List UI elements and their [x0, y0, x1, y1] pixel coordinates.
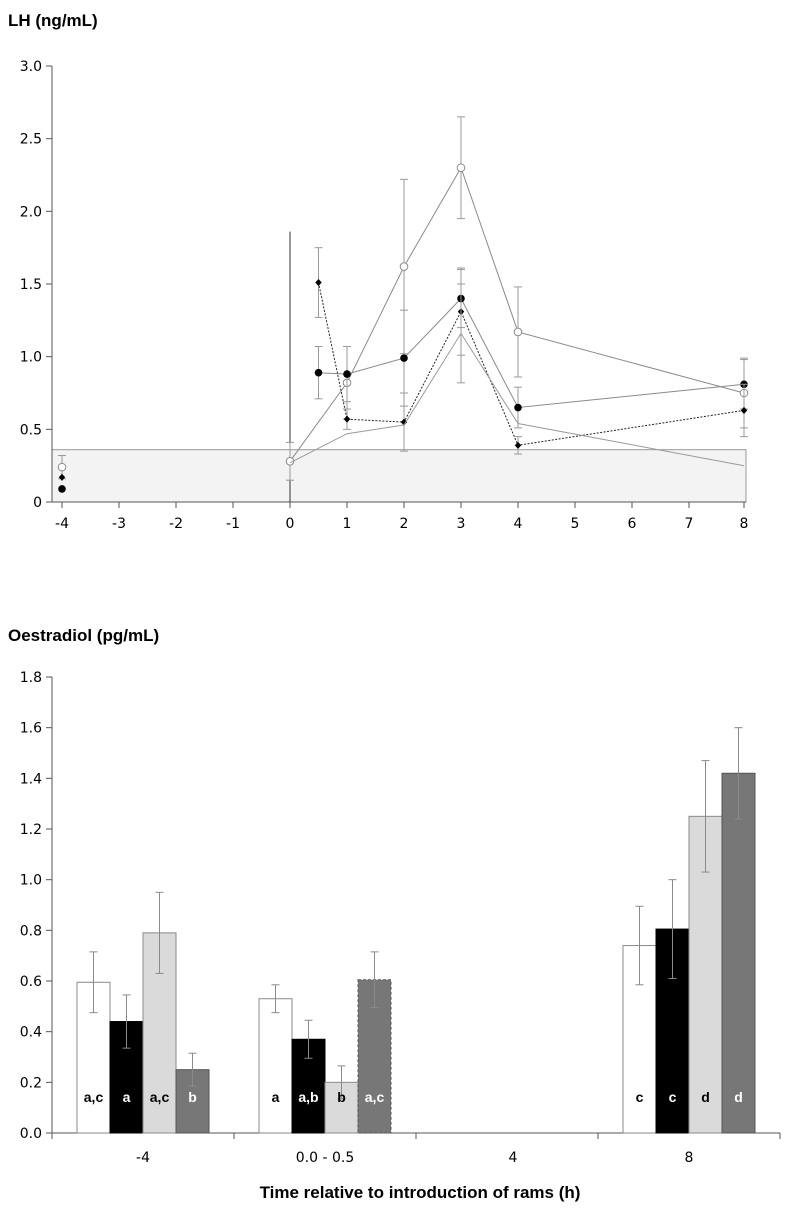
oestradiol-bar-group: a,b [291, 1019, 326, 1134]
lh-y-tick-label: 2.5 [20, 132, 42, 148]
lh-point-filled-circle [58, 485, 66, 493]
oestradiol-y-ticks: 0.0 0.2 0.4 0.6 0.8 1.0 1.2 1.4 1.6 1.8 [20, 670, 52, 1142]
lh-point-open-circle [513, 327, 523, 337]
lh-series-layer [57, 116, 749, 493]
oestradiol-bar-group: a,c [76, 951, 111, 1134]
lh-y-tick-label: 3.0 [20, 59, 42, 75]
oestradiol-y-tick-label: 1.4 [20, 771, 42, 787]
lh-point-open-circle [456, 163, 466, 173]
lh-x-tick-label: 7 [685, 516, 694, 532]
oestradiol-bar-significance-label: d [701, 1089, 710, 1105]
lh-point-filled-circle [314, 368, 323, 377]
lh-x-tick-label: 4 [514, 516, 523, 532]
oestradiol-bar-significance-label: c [669, 1089, 677, 1105]
oestradiol-x-tick-label: 8 [685, 1150, 694, 1166]
oestradiol-y-tick-label: 0.8 [20, 923, 42, 939]
lh-point-filled-circle [514, 403, 522, 412]
lh-x-tick-label: -2 [169, 516, 183, 532]
oestradiol-y-tick-label: 0.2 [20, 1075, 42, 1091]
oestradiol-y-tick-label: 1.0 [20, 873, 42, 889]
lh-y-ticks: 0 0.5 1.0 1.5 2.0 2.5 3.0 [20, 59, 52, 511]
oestradiol-y-tick-label: 0.4 [20, 1025, 42, 1041]
oestradiol-y-tick-label: 1.2 [20, 822, 42, 838]
oestradiol-bar-significance-label: d [734, 1089, 743, 1105]
oestradiol-bar-group: d [721, 727, 756, 1134]
oestradiol-bar [622, 945, 657, 1134]
lh-series-line [318, 297, 745, 409]
oestradiol-bars-layer: a,c a a,c b a a,b b a,c c c d d [76, 727, 756, 1134]
oestradiol-bar-group: b [324, 1065, 359, 1134]
oestradiol-y-tick-label: 1.6 [20, 721, 42, 737]
lh-chart: LH (ng/mL) 0 0.5 1.0 1.5 2.0 2.5 3.0 -4 -3 -2 -1 0… [8, 11, 748, 532]
oestradiol-y-tick-label: 0.6 [20, 974, 42, 990]
oestradiol-x-tick-label: 0.0 - 0.5 [296, 1150, 354, 1166]
lh-point-diamond [315, 278, 322, 287]
oestradiol-bar-group: a [109, 994, 144, 1134]
lh-x-tick-label: 8 [740, 516, 749, 532]
oestradiol-bar-significance-label: a,c [84, 1089, 104, 1105]
oestradiol-bar-group: a [258, 984, 293, 1134]
oestradiol-bar-group: d [688, 760, 723, 1134]
oestradiol-bar-significance-label: b [337, 1089, 346, 1105]
oestradiol-bar-significance-label: a,c [365, 1089, 385, 1105]
lh-normal-range-layer [51, 449, 747, 503]
lh-x-tick-label: -1 [226, 516, 240, 532]
lh-normal-range-band [51, 449, 747, 503]
oestradiol-y-tick-label: 0.0 [20, 1126, 42, 1142]
oestradiol-bar [721, 772, 756, 1134]
lh-point-open-circle [399, 262, 409, 271]
oestradiol-x-axis-label: Time relative to introduction of rams (h… [260, 1183, 581, 1202]
lh-series-4 [289, 283, 745, 467]
lh-point-filled-circle [343, 370, 351, 378]
oestradiol-bar-group: c [655, 879, 690, 1134]
lh-y-tick-label: 0.5 [20, 422, 42, 438]
lh-point-filled-circle [400, 354, 408, 362]
lh-series-3 [58, 247, 748, 481]
oestradiol-bar-group: b [175, 1052, 210, 1134]
oestradiol-chart: Oestradiol (pg/mL) 0.0 0.2 0.4 0.6 0.8 1.0 1.2… [8, 626, 781, 1202]
oestradiol-bar-significance-label: a [123, 1089, 131, 1105]
lh-x-tick-label: 0 [286, 516, 295, 532]
lh-point-diamond [58, 473, 66, 481]
lh-y-tick-label: 0 [33, 495, 42, 511]
oestradiol-bar [258, 998, 293, 1134]
lh-x-tick-label: 3 [457, 516, 466, 532]
oestradiol-bar-group: c [622, 905, 657, 1134]
oestradiol-x-tick-label: 4 [509, 1150, 518, 1166]
lh-point-diamond [740, 406, 748, 415]
oestradiol-y-tick-label: 1.8 [20, 670, 42, 686]
lh-series-1 [57, 116, 749, 481]
oestradiol-bar-group: a,c [357, 951, 392, 1134]
lh-x-tick-label: 2 [400, 516, 409, 532]
oestradiol-bar-group: a,c [142, 891, 177, 1134]
lh-x-tick-label: 1 [343, 516, 352, 532]
oestradiol-x-ticks: -4 0.0 - 0.5 4 8 [51, 1133, 781, 1166]
lh-point-diamond [400, 418, 408, 426]
oestradiol-bar-significance-label: c [636, 1089, 644, 1105]
lh-x-tick-label: 5 [571, 516, 580, 532]
oestradiol-bar-significance-label: b [188, 1089, 197, 1105]
oestradiol-bar-significance-label: a,b [298, 1089, 318, 1105]
lh-series-line [289, 166, 745, 462]
lh-point-diamond [343, 415, 351, 423]
oestradiol-bar-significance-label: a,c [150, 1089, 170, 1105]
oestradiol-bar [291, 1038, 326, 1134]
oestradiol-x-tick-label: -4 [136, 1150, 150, 1166]
lh-y-tick-label: 2.0 [20, 204, 42, 220]
lh-x-tick-label: 6 [628, 516, 637, 532]
lh-chart-title: LH (ng/mL) [8, 11, 98, 30]
lh-point-diamond [514, 441, 522, 449]
lh-series-line [289, 332, 745, 467]
lh-series-line [318, 282, 745, 446]
oestradiol-bar-significance-label: a [272, 1089, 280, 1105]
lh-y-tick-label: 1.0 [20, 350, 42, 366]
lh-y-tick-label: 1.5 [20, 277, 42, 293]
lh-x-tick-label: -3 [112, 516, 126, 532]
lh-x-tick-label: -4 [55, 516, 69, 532]
lh-x-ticks: -4 -3 -2 -1 0 1 2 3 4 5 6 7 8 [55, 502, 748, 532]
lh-point-open-circle [57, 462, 67, 472]
oestradiol-chart-title: Oestradiol (pg/mL) [8, 626, 159, 645]
